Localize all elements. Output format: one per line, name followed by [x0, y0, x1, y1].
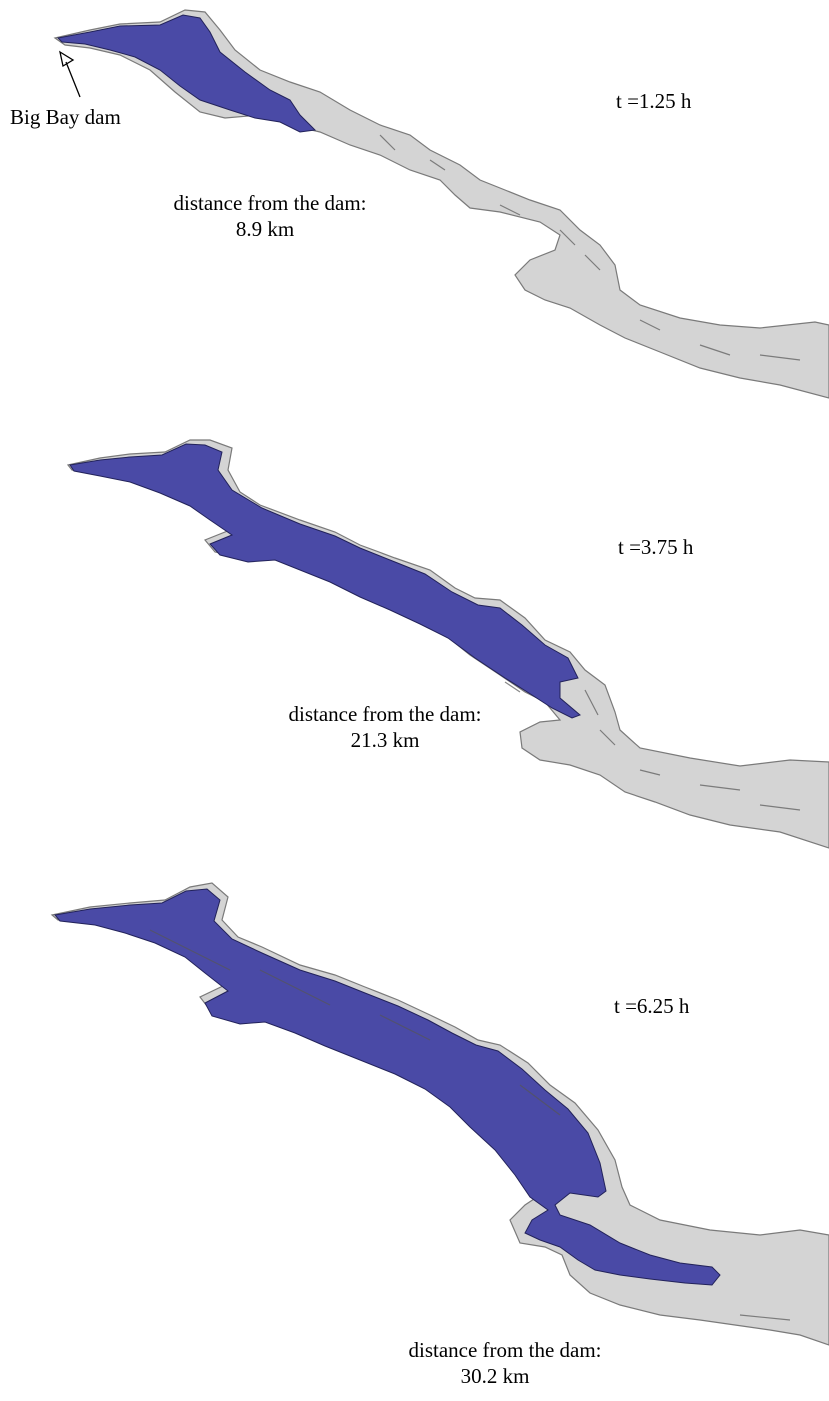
distance-caption-1: distance from the dam: 8.9 km	[170, 190, 370, 242]
distance-label-3: distance from the dam:	[408, 1338, 602, 1362]
distance-caption-2: distance from the dam: 21.3 km	[270, 701, 500, 753]
ridge-lines	[379, 134, 801, 361]
distance-label-1: distance from the dam:	[173, 191, 367, 215]
time-label-2: t =3.75 h	[618, 535, 694, 559]
panel-2: t =3.75 h distance from the dam: 21.3 km	[0, 430, 829, 870]
distance-value-3: 30.2 km	[460, 1364, 530, 1388]
distance-value-2: 21.3 km	[350, 728, 420, 752]
flood-extent-3	[54, 888, 721, 1286]
time-label-1: t =1.25 h	[616, 89, 692, 113]
flood-extent-2	[69, 443, 581, 719]
ridge-lines	[149, 929, 791, 1321]
ridge-lines	[504, 681, 801, 811]
dam-label: Big Bay dam	[10, 105, 121, 129]
distance-caption-3: distance from the dam: 30.2 km	[390, 1337, 620, 1389]
terrain-map-1	[53, 9, 829, 399]
terrain-map-3	[50, 882, 829, 1346]
flood-extent-1	[56, 14, 317, 133]
terrain-map-2	[66, 439, 829, 849]
panel-1: Big Bay dam t =1.25 h distance from the …	[0, 0, 829, 420]
dam-pointer-arrow	[59, 50, 81, 98]
distance-value-1: 8.9 km	[235, 217, 295, 241]
distance-label-2: distance from the dam:	[288, 702, 482, 726]
panel-3: t =6.25 h distance from the dam: 30.2 km	[0, 875, 829, 1401]
time-label-3: t =6.25 h	[614, 994, 690, 1018]
